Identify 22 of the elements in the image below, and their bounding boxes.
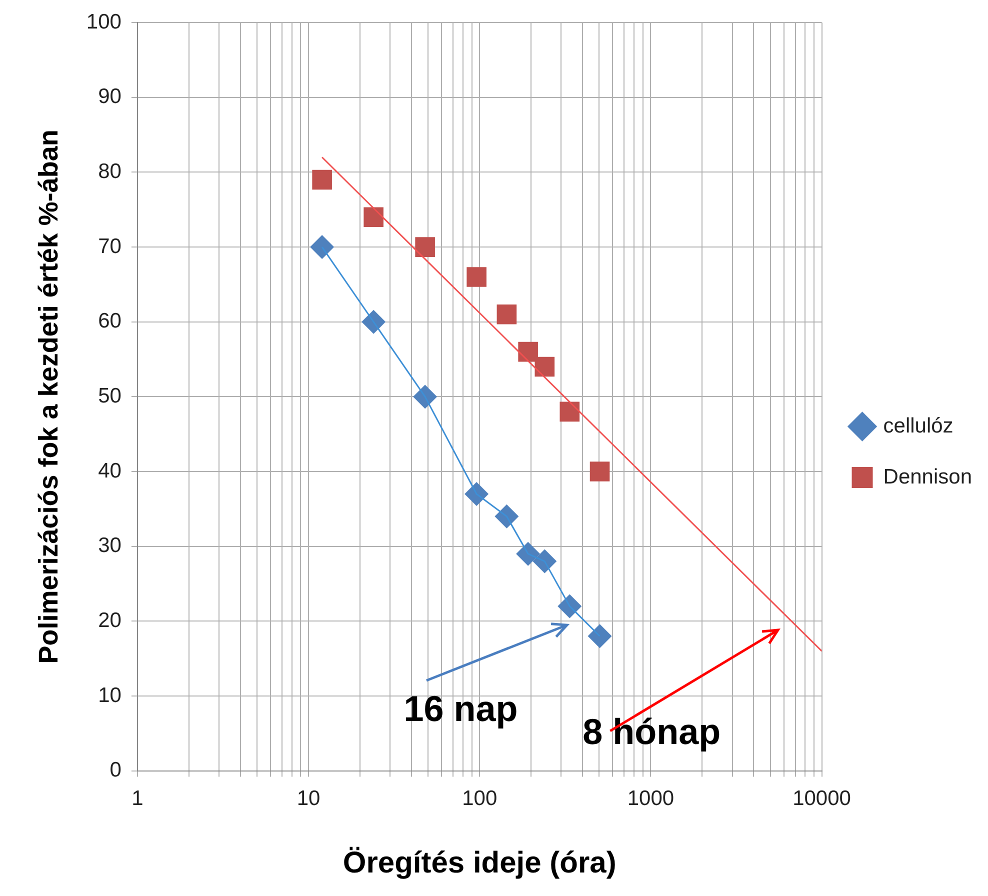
x-tick-label: 10000: [792, 787, 851, 810]
y-tick-label: 60: [98, 310, 122, 333]
y-tick-label: 40: [98, 459, 122, 482]
x-tick-label: 1: [132, 787, 144, 810]
y-tick-label: 70: [98, 234, 122, 258]
y-tick-label: 50: [98, 384, 122, 408]
y-tick-label: 90: [98, 85, 122, 108]
legend-label: Dennison: [883, 465, 972, 488]
annotation: 8 hónap: [582, 710, 721, 753]
x-axis-title: Öregítés ideje (óra): [342, 846, 616, 880]
y-tick-label: 20: [98, 608, 122, 632]
x-tick-label: 1000: [627, 787, 674, 810]
y-tick-label: 10: [98, 684, 122, 707]
annotation: 16 nap: [404, 688, 518, 730]
y-axis-title: Polimerizációs fok a kezdeti érték %-ában: [34, 130, 64, 664]
x-tick-label: 10: [296, 787, 320, 810]
y-tick-label: 80: [98, 160, 122, 184]
x-tick-label: 100: [462, 787, 498, 810]
y-tick-label: 0: [110, 758, 122, 782]
legend-label: cellulóz: [883, 414, 954, 438]
y-tick-label: 100: [86, 10, 122, 34]
y-tick-label: 30: [98, 534, 122, 558]
